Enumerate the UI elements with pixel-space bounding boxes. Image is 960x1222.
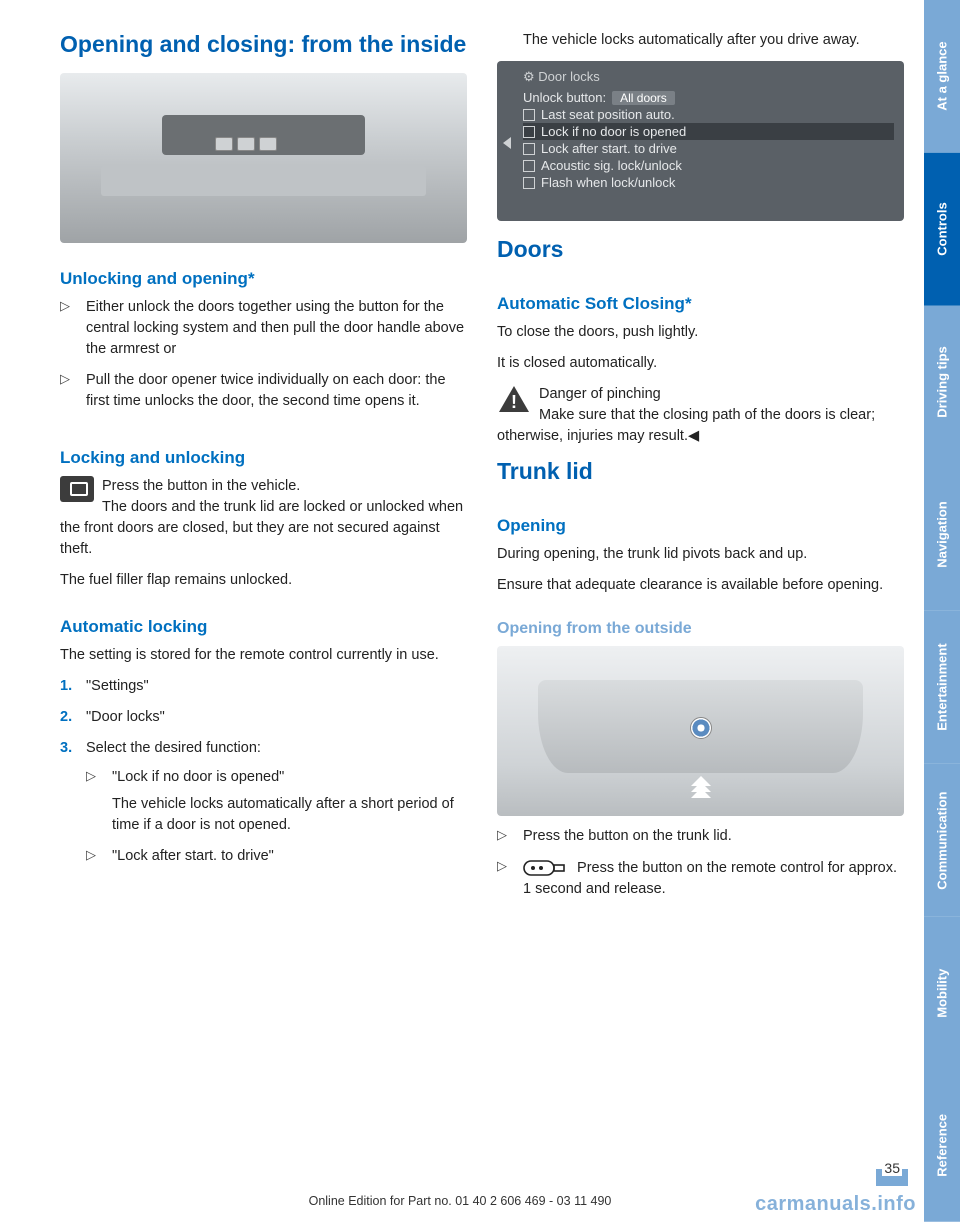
bmw-badge-icon bbox=[690, 717, 712, 739]
list-item: Either unlock the doors together using t… bbox=[60, 297, 467, 360]
screen-row-text: Lock if no door is opened bbox=[541, 124, 686, 139]
checkbox-icon bbox=[523, 143, 535, 155]
sub-desc: The vehicle locks automatically after a … bbox=[112, 794, 467, 836]
right-column: The vehicle locks automatically after yo… bbox=[497, 30, 904, 1202]
screen-row: Lock after start. to drive bbox=[523, 140, 894, 157]
heading-opening: Opening bbox=[497, 516, 904, 536]
list-trunk-open: Press the button on the trunk lid. Press… bbox=[497, 826, 904, 910]
gear-icon: ⚙ bbox=[523, 69, 535, 84]
heading-unlocking-opening: Unlocking and opening* bbox=[60, 269, 467, 289]
image-trunk bbox=[497, 646, 904, 816]
list-item: Press the button on the trunk lid. bbox=[497, 826, 904, 847]
image-dashboard bbox=[60, 73, 467, 243]
locking-text-3: The fuel filler flap remains unlocked. bbox=[60, 570, 467, 591]
sub-title: "Lock if no door is opened" bbox=[112, 769, 284, 785]
heading-doors: Doors bbox=[497, 235, 904, 264]
screen-row-text: Flash when lock/unlock bbox=[541, 175, 675, 190]
top-continuation: The vehicle locks automatically after yo… bbox=[497, 30, 904, 51]
soft-close-1: To close the doors, push lightly. bbox=[497, 322, 904, 343]
lock-icon bbox=[60, 476, 94, 502]
side-tabs: At a glance Controls Driving tips Naviga… bbox=[924, 0, 960, 1222]
tab-reference[interactable]: Reference bbox=[924, 1069, 960, 1222]
heading-opening-closing: Opening and closing: from the inside bbox=[60, 30, 467, 59]
list-item: Press the button on the remote control f… bbox=[497, 857, 904, 900]
heading-trunk-lid: Trunk lid bbox=[497, 457, 904, 486]
screen-row-text: Acoustic sig. lock/unlock bbox=[541, 158, 682, 173]
screen-row-unlock: Unlock button: All doors bbox=[523, 89, 894, 106]
up-arrows-icon bbox=[691, 780, 711, 798]
list-item: "Lock if no door is opened" The vehicle … bbox=[86, 767, 467, 836]
warning-body: Make sure that the closing path of the d… bbox=[497, 407, 875, 444]
checkbox-icon bbox=[523, 160, 535, 172]
image-idrive-screen: ⚙ Door locks Unlock button: All doors La… bbox=[497, 61, 904, 221]
pointer-arrow-icon bbox=[503, 137, 511, 149]
unlock-value: All doors bbox=[612, 91, 675, 105]
watermark: carmanuals.info bbox=[755, 1193, 916, 1216]
warning-icon: ! bbox=[497, 384, 531, 414]
remote-key-text: Press the button on the remote control f… bbox=[523, 859, 897, 896]
checkbox-icon bbox=[523, 109, 535, 121]
tab-navigation[interactable]: Navigation bbox=[924, 458, 960, 611]
screen-row: Flash when lock/unlock bbox=[523, 174, 894, 191]
tab-entertainment[interactable]: Entertainment bbox=[924, 611, 960, 764]
screen-row-text: Last seat position auto. bbox=[541, 107, 675, 122]
tab-driving-tips[interactable]: Driving tips bbox=[924, 306, 960, 459]
list-item: "Settings" bbox=[60, 676, 467, 697]
locking-text-1: Press the button in the vehicle. bbox=[102, 478, 300, 494]
screen-row-text: Lock after start. to drive bbox=[541, 141, 677, 156]
list-item: "Door locks" bbox=[60, 707, 467, 728]
list-item: Select the desired function: "Lock if no… bbox=[60, 738, 467, 867]
page-number: 35 bbox=[876, 1158, 908, 1186]
soft-close-2: It is closed automatically. bbox=[497, 353, 904, 374]
remote-key-icon bbox=[523, 857, 567, 879]
screen-header-text: Door locks bbox=[538, 69, 599, 84]
list-item: Pull the door opener twice individually … bbox=[60, 370, 467, 412]
opening-1: During opening, the trunk lid pivots bac… bbox=[497, 544, 904, 565]
list-unlocking: Either unlock the doors together using t… bbox=[60, 297, 467, 422]
svg-text:!: ! bbox=[511, 392, 517, 412]
screen-row-selected: Lock if no door is opened bbox=[523, 123, 894, 140]
heading-soft-closing: Automatic Soft Closing* bbox=[497, 294, 904, 314]
tab-communication[interactable]: Communication bbox=[924, 764, 960, 917]
sublist-functions: "Lock if no door is opened" The vehicle … bbox=[86, 767, 467, 867]
screen-row: Last seat position auto. bbox=[523, 106, 894, 123]
opening-2: Ensure that adequate clearance is availa… bbox=[497, 575, 904, 596]
warning-title: Danger of pinching bbox=[539, 386, 661, 402]
tab-at-a-glance[interactable]: At a glance bbox=[924, 0, 960, 153]
tab-mobility[interactable]: Mobility bbox=[924, 917, 960, 1070]
sub-title: "Lock after start. to drive" bbox=[112, 848, 274, 864]
left-column: Opening and closing: from the inside Unl… bbox=[60, 30, 467, 1202]
heading-opening-outside: Opening from the outside bbox=[497, 620, 904, 638]
screen-header: ⚙ Door locks bbox=[523, 69, 894, 85]
screen-row: Acoustic sig. lock/unlock bbox=[523, 157, 894, 174]
list-item: "Lock after start. to drive" bbox=[86, 846, 467, 867]
auto-locking-intro: The setting is stored for the remote con… bbox=[60, 645, 467, 666]
warning-block: ! Danger of pinching Make sure that the … bbox=[497, 384, 904, 447]
checkbox-icon bbox=[523, 126, 535, 138]
checkbox-icon bbox=[523, 177, 535, 189]
list-item-text: Select the desired function: bbox=[86, 740, 261, 756]
heading-locking-unlocking: Locking and unlocking bbox=[60, 448, 467, 468]
unlock-label: Unlock button: bbox=[523, 90, 606, 105]
locking-text-2: The doors and the trunk lid are locked o… bbox=[60, 499, 463, 557]
tab-controls[interactable]: Controls bbox=[924, 153, 960, 306]
heading-automatic-locking: Automatic locking bbox=[60, 617, 467, 637]
list-auto-locking: "Settings" "Door locks" Select the desir… bbox=[60, 676, 467, 877]
locking-para-1: Press the button in the vehicle. The doo… bbox=[60, 476, 467, 560]
